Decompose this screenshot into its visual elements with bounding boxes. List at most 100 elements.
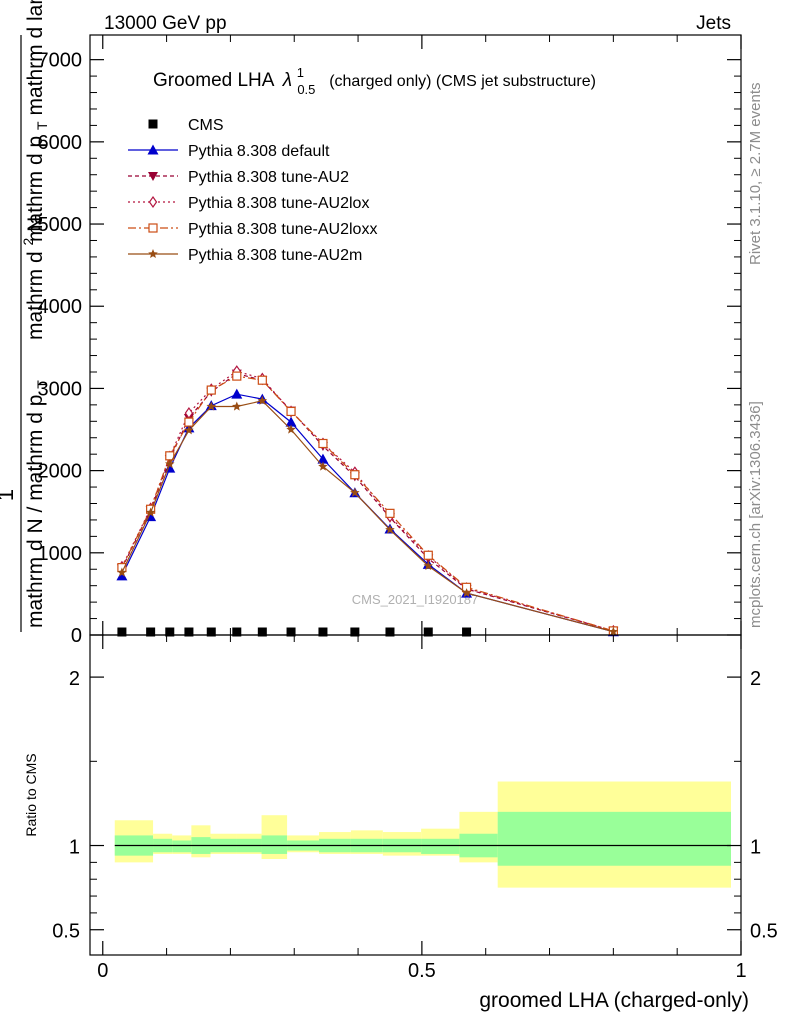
y-tick-label: 3000 (38, 378, 83, 400)
data-point (116, 570, 128, 581)
data-point (350, 627, 360, 637)
y-tick-label: 2000 (38, 461, 83, 483)
svg-text:1: 1 (0, 489, 18, 501)
ratio-y-tick-label: 1 (750, 837, 761, 859)
ratio-bands (114, 781, 731, 888)
band-inner (421, 838, 460, 854)
data-point (117, 627, 127, 637)
band-inner (261, 835, 288, 854)
band-inner (172, 840, 192, 853)
ratio-y-tick-label: 1 (69, 837, 80, 859)
data-point (146, 627, 156, 637)
data-point (318, 461, 328, 471)
legend-label: Pythia 8.308 default (188, 143, 330, 160)
svg-text:mathrm d 2 N: mathrm d 2 N (15, 217, 47, 340)
data-point (318, 438, 328, 449)
ratio-plot-frame (89, 634, 742, 956)
data-point (232, 401, 242, 411)
series-line (121, 400, 614, 633)
legend-entry: Pythia 8.308 tune-AU2 (128, 169, 349, 186)
legend-entry: Pythia 8.308 tune-AU2loxx (128, 221, 377, 238)
data-point (385, 627, 395, 637)
data-point (286, 627, 296, 637)
data-point (184, 425, 194, 435)
data-point (385, 524, 395, 534)
y-tick-label: 0 (71, 625, 82, 647)
data-point (257, 395, 268, 405)
data-point (350, 470, 360, 480)
legend-marker (148, 249, 158, 258)
legend: CMS Pythia 8.308 default Pythia 8.308 tune… (128, 117, 377, 264)
x-tick-label: 0 (97, 960, 108, 982)
main-y-axis: 0 1000 2000 3000 4000 5000 6000 7000 (38, 35, 742, 647)
data-point (608, 626, 619, 636)
legend-marker (148, 172, 158, 181)
legend-marker (148, 223, 158, 233)
series-layer (116, 365, 619, 637)
ratio-axes: 0.5 0.51 12 20 0.5 1 (52, 635, 778, 982)
category-label: Jets (696, 13, 731, 34)
data-point (286, 424, 296, 434)
data-point (318, 627, 328, 637)
ratio-y-tick-label: 2 (69, 668, 80, 690)
data-point (423, 627, 433, 637)
legend-marker (148, 195, 158, 209)
data-point (184, 627, 194, 637)
legend-label: Pythia 8.308 tune-AU2 (188, 169, 349, 186)
data-point (232, 627, 242, 637)
main-plot: 0 1000 2000 3000 4000 5000 6000 7000 CMS_2021_I… (0, 0, 742, 647)
svg-text:mathrm d p T m: mathrm d p T mathrm d lambda (24, 0, 52, 242)
legend-label: CMS (188, 117, 224, 134)
series-line (121, 393, 614, 633)
legend-entry: Pythia 8.308 default (128, 143, 330, 160)
data-point (165, 627, 175, 637)
data-point (257, 375, 267, 385)
legend-marker (148, 119, 158, 129)
ratio-y-tick-label: 0.5 (52, 921, 80, 943)
legend-entry: Pythia 8.308 tune-AU2lox (128, 195, 369, 212)
data-point (285, 416, 297, 427)
data-point (231, 388, 243, 399)
ratio-y-axis-title: Ratio to CMS (23, 753, 39, 836)
watermark: CMS_2021_I1920187 (352, 592, 479, 607)
y-tick-label: 7000 (38, 50, 83, 72)
y-axis-title: 1 mathrm d N / mathrm d p T mathrm d 2 N… (0, 0, 52, 632)
legend-entry: CMS (148, 117, 224, 134)
mcplots-info: mcplots.cern.ch [arXiv:1306.3436] (747, 401, 764, 628)
chart-title: Groomed LHA λ 0.5 1 (charged only) (CMS … (153, 61, 596, 99)
data-point (286, 406, 296, 417)
data-point (462, 627, 472, 637)
y-tick-label: 5000 (38, 214, 83, 236)
x-tick-label: 1 (735, 960, 746, 982)
legend-label: Pythia 8.308 tune-AU2lox (188, 195, 369, 212)
data-point (423, 550, 433, 560)
data-point (184, 417, 194, 427)
y-tick-label: 1000 (38, 543, 83, 565)
energy-label: 13000 GeV pp (104, 13, 227, 34)
rivet-info: Rivet 3.1.10, ≥ 2.7M events (747, 83, 764, 266)
data-point (165, 459, 175, 469)
data-point (461, 588, 472, 598)
series-cms (117, 627, 472, 637)
ratio-plot: 0.5 0.51 12 20 0.5 1 Ratio to CMS groomed LHA… (23, 634, 778, 1012)
x-tick-label: 0.5 (408, 960, 436, 982)
y-tick-label: 4000 (38, 296, 83, 318)
data-point (117, 567, 127, 577)
data-point (206, 401, 216, 411)
data-point (423, 561, 433, 570)
x-axis-title: groomed LHA (charged-only) (479, 989, 749, 1012)
legend-marker (147, 144, 159, 155)
data-point (257, 627, 267, 637)
ratio-y-tick-label: 2 (750, 668, 761, 690)
ratio-y-tick-label: 0.5 (750, 921, 778, 943)
svg-text:mathrm d N / mathrm d p: mathrm d N / mathrm d p T (24, 380, 50, 628)
data-point (317, 453, 329, 464)
data-point (385, 508, 395, 518)
data-point (145, 507, 156, 517)
legend-label: Pythia 8.308 tune-AU2loxx (188, 221, 377, 238)
series-line (121, 375, 614, 632)
legend-label: Pythia 8.308 tune-AU2m (188, 247, 362, 264)
y-tick-label: 6000 (38, 132, 83, 154)
series-au2m (117, 395, 619, 636)
